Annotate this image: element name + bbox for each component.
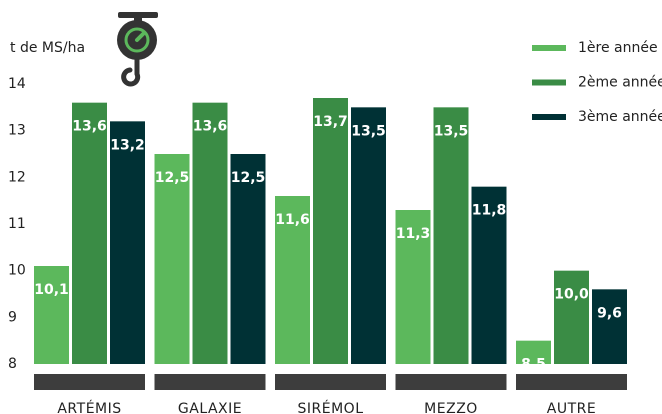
bar — [554, 270, 589, 364]
legend-label: 1ère année — [578, 40, 658, 56]
bar — [471, 186, 507, 364]
value-label: 10,1 — [34, 282, 69, 298]
category-band — [154, 374, 266, 390]
value-label: 13,7 — [313, 114, 348, 130]
value-label: 13,2 — [110, 137, 145, 153]
value-label: 8,5 — [521, 357, 546, 373]
value-label: 11,6 — [275, 212, 310, 228]
category-band — [395, 374, 507, 390]
x-tick-label: MEZZO — [424, 401, 478, 414]
bar — [34, 266, 69, 364]
value-label: 11,3 — [396, 226, 431, 242]
y-tick-label: 8 — [8, 356, 17, 372]
x-tick-label: ARTÉMIS — [57, 400, 121, 414]
value-label: 11,8 — [472, 203, 507, 219]
x-tick-label: AUTRE — [547, 401, 596, 414]
value-label: 12,5 — [155, 170, 190, 186]
bar — [395, 210, 431, 364]
value-label: 10,0 — [554, 287, 589, 303]
bar — [313, 98, 348, 364]
value-label: 13,5 — [434, 123, 469, 139]
legend-label: 2ème année — [578, 75, 662, 91]
category-band — [34, 374, 145, 390]
bar — [433, 107, 469, 364]
bar — [230, 154, 266, 364]
y-tick-label: 12 — [8, 169, 26, 185]
y-tick-label: 10 — [8, 263, 26, 279]
y-tick-label: 14 — [8, 76, 26, 92]
bar — [592, 289, 627, 364]
bar — [275, 196, 310, 364]
bar — [110, 121, 145, 364]
x-tick-label: GALAXIE — [178, 401, 242, 414]
bar — [192, 102, 228, 365]
y-axis-label: t de MS/ha — [10, 40, 85, 56]
y-tick-label: 13 — [8, 123, 26, 139]
value-label: 12,5 — [231, 170, 266, 186]
y-tick-label: 9 — [8, 309, 17, 325]
y-tick-label: 11 — [8, 216, 26, 232]
bar — [154, 154, 190, 364]
legend-label: 3ème année — [578, 109, 662, 125]
value-label: 13,6 — [193, 119, 228, 135]
category-band — [516, 374, 627, 390]
value-label: 13,6 — [72, 119, 107, 135]
scale-icon — [117, 12, 158, 87]
bar — [516, 340, 551, 364]
x-tick-label: SIRÉMOL — [298, 400, 364, 414]
bar — [351, 107, 386, 364]
value-label: 13,5 — [351, 123, 386, 139]
value-label: 9,6 — [597, 305, 622, 321]
bar — [72, 102, 107, 365]
category-band — [275, 374, 386, 390]
